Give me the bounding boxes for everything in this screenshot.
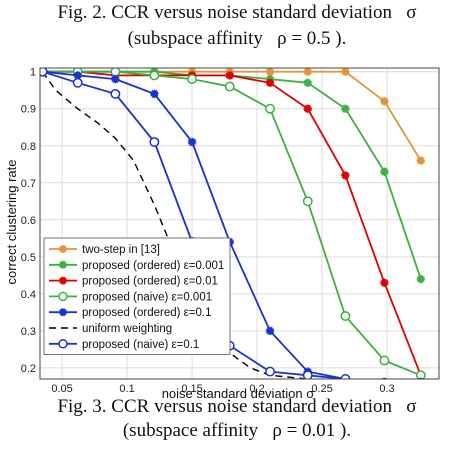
y-tick-label: 0.8 bbox=[21, 141, 36, 153]
x-tick-label: 0.2 bbox=[249, 383, 264, 395]
star-marker bbox=[341, 171, 350, 180]
y-tick-label: 0.9 bbox=[21, 104, 36, 116]
circle-marker bbox=[110, 88, 121, 99]
star-marker bbox=[265, 78, 275, 87]
star-marker bbox=[416, 156, 425, 165]
legend-label: uniform weighting bbox=[82, 323, 172, 335]
legend-label: two-step in [13] bbox=[82, 244, 160, 256]
y-tick-label: 0.4 bbox=[21, 289, 36, 301]
plot-frame bbox=[39, 67, 440, 380]
star-marker bbox=[265, 326, 275, 336]
circle-marker bbox=[265, 103, 275, 114]
star-marker bbox=[59, 276, 67, 285]
caption-bottom-line1: Fig. 3. CCR versus noise standard deviat… bbox=[57, 396, 417, 417]
y-axis-label: correct clustering rate bbox=[4, 160, 19, 285]
circle-marker bbox=[40, 68, 48, 77]
caption-top-line2: (subspace affinity ρ = 0.5 ). bbox=[127, 28, 347, 49]
legend-label: proposed (naive) ε=0.1 bbox=[82, 339, 199, 351]
star-marker bbox=[341, 104, 350, 113]
star-marker bbox=[303, 104, 312, 113]
star-marker bbox=[150, 89, 159, 99]
legend-label: proposed (ordered) ε=0.1 bbox=[82, 307, 211, 319]
caption-bottom-line2: (subspace affinity ρ = 0.01 ). bbox=[122, 420, 352, 441]
star-marker bbox=[341, 68, 350, 76]
star-marker bbox=[73, 71, 82, 80]
circle-marker bbox=[58, 291, 68, 302]
star-marker bbox=[303, 68, 312, 76]
y-tick-label: 0.5 bbox=[21, 252, 36, 264]
star-marker bbox=[59, 260, 67, 269]
caption-top-line1: Fig. 2. CCR versus noise standard deviat… bbox=[57, 2, 417, 23]
tick-labels: 0.05 0.1 0.15 0.2 0.25 0.3 0.2 0.3 0.4 0.5 0.6 0.7 0… bbox=[21, 67, 395, 395]
x-tick-label: 0.05 bbox=[51, 383, 72, 395]
x-axis-label: noise standard deviation σ bbox=[162, 386, 315, 401]
circle-marker bbox=[149, 137, 160, 147]
x-tick-label: 0.1 bbox=[119, 383, 134, 395]
circle-marker bbox=[302, 370, 313, 379]
legend: two-step in [13] proposed (ordered) ε=0.0… bbox=[43, 237, 231, 355]
circle-marker bbox=[415, 370, 426, 379]
y-tick-label: 0.7 bbox=[21, 178, 36, 190]
star-marker bbox=[111, 74, 120, 84]
star-marker bbox=[380, 278, 389, 287]
x-tick-label: 0.3 bbox=[379, 383, 394, 395]
star-marker bbox=[416, 274, 425, 284]
star-marker bbox=[303, 78, 312, 87]
circle-marker bbox=[187, 74, 198, 85]
star-marker bbox=[59, 245, 67, 253]
x-tick-label: 0.15 bbox=[181, 383, 202, 395]
circle-marker bbox=[417, 377, 425, 379]
circle-marker bbox=[379, 355, 390, 366]
y-tick-label: 0.2 bbox=[21, 363, 36, 375]
circle-marker bbox=[265, 366, 275, 377]
circle-marker bbox=[149, 70, 160, 81]
legend-label: proposed (ordered) ε=0.001 bbox=[82, 260, 224, 272]
star-marker bbox=[380, 167, 389, 176]
y-tick-label: 1 bbox=[30, 67, 36, 79]
circle-marker bbox=[110, 68, 121, 77]
circle-marker bbox=[72, 77, 83, 88]
star-marker bbox=[225, 71, 234, 80]
circle-marker bbox=[224, 81, 235, 92]
x-tick-label: 0.25 bbox=[311, 383, 332, 395]
star-marker bbox=[265, 68, 275, 76]
series-3 bbox=[40, 68, 426, 379]
legend-label: proposed (naive) ε=0.001 bbox=[82, 291, 212, 303]
circle-marker bbox=[302, 196, 313, 207]
legend-label: proposed (ordered) ε=0.01 bbox=[82, 276, 218, 288]
y-tick-label: 0.6 bbox=[21, 215, 36, 227]
star-marker bbox=[418, 378, 423, 379]
circle-marker bbox=[58, 339, 68, 349]
star-marker bbox=[59, 308, 67, 317]
circle-marker bbox=[340, 311, 351, 322]
star-marker bbox=[380, 97, 389, 106]
y-tick-label: 0.3 bbox=[21, 326, 36, 338]
star-marker bbox=[187, 137, 197, 147]
